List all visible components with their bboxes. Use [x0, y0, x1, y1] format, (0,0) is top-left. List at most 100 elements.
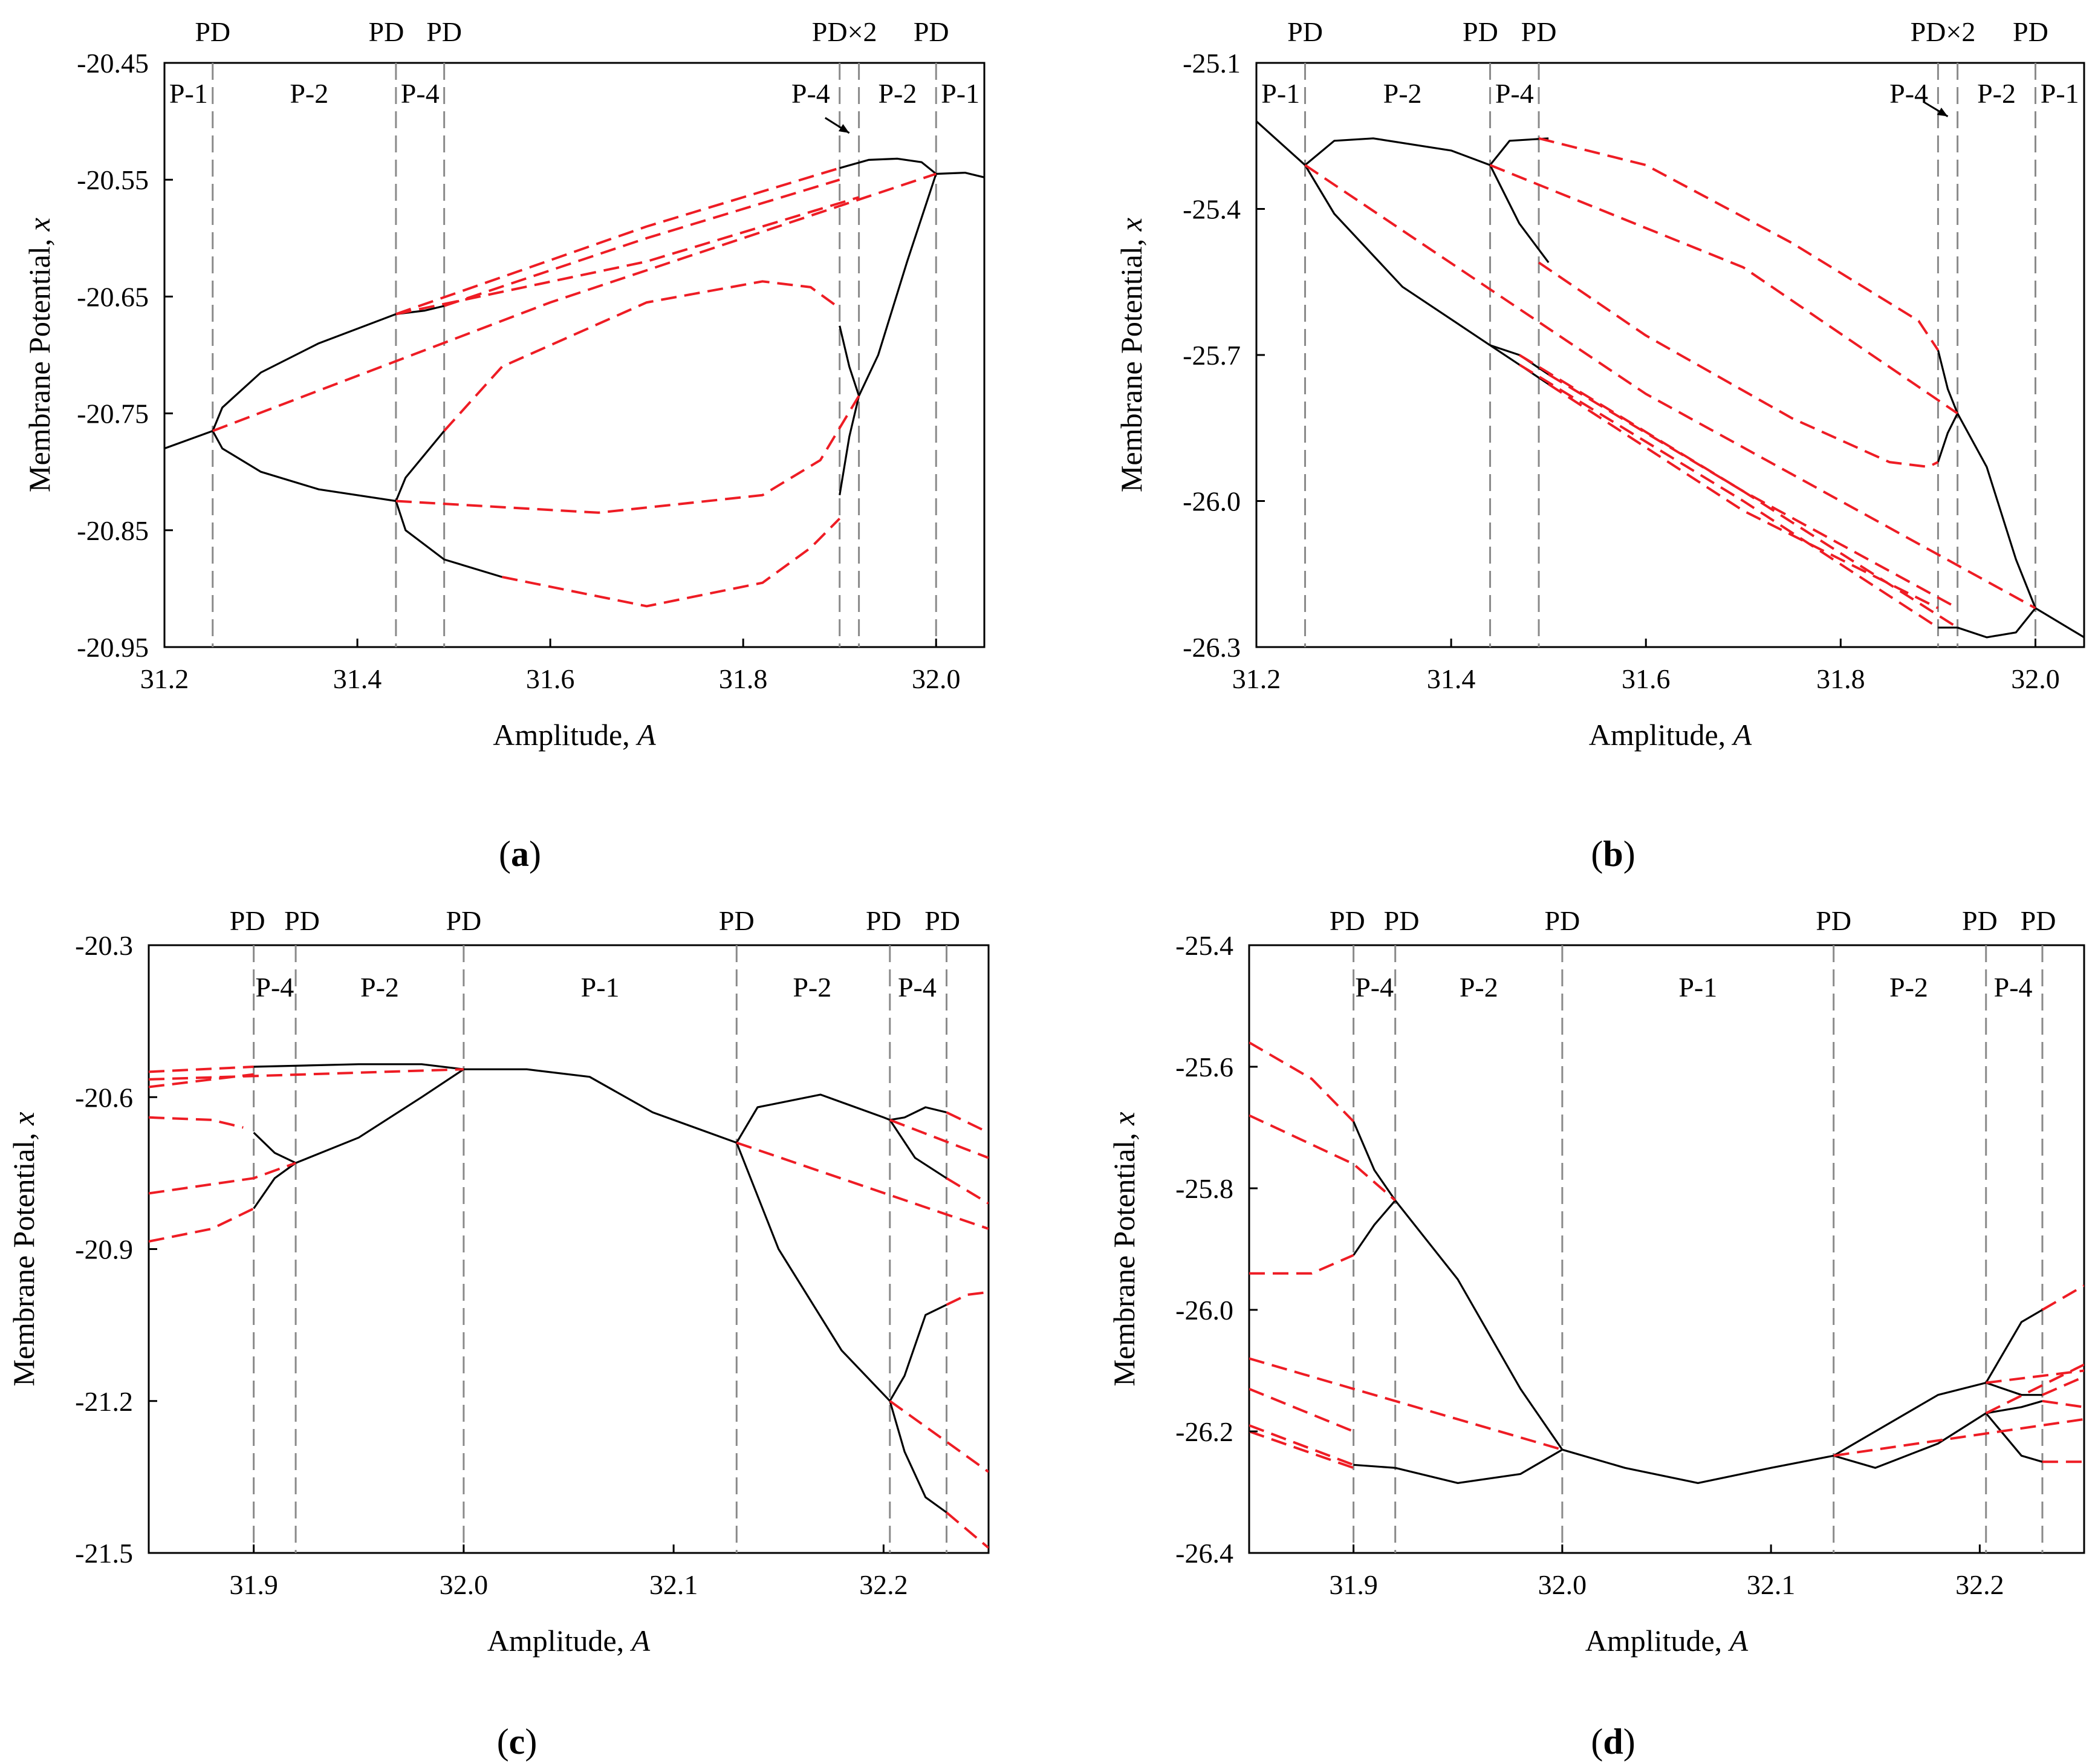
unstable-branch	[1548, 383, 1939, 610]
y-tick-label: -26.2	[1175, 1416, 1233, 1447]
pd-label: PD	[446, 905, 481, 936]
unstable-branch	[212, 172, 937, 432]
pd-label: PD	[230, 905, 265, 936]
y-axis-label: Membrane Potential, x	[22, 218, 56, 492]
unstable-branch	[395, 166, 840, 316]
x-tick-label: 32.0	[2011, 663, 2060, 694]
y-tick-label: -25.6	[1175, 1052, 1233, 1082]
x-tick-label: 32.2	[1955, 1569, 2004, 1600]
stable-branch	[889, 1106, 947, 1121]
unstable-branch	[736, 1141, 989, 1230]
unstable-branch	[1249, 1254, 1354, 1275]
period-label: P-4	[791, 78, 830, 109]
unstable-branch	[443, 280, 840, 432]
stable-branch	[1489, 164, 1550, 264]
unstable-branch	[1304, 164, 2036, 610]
y-tick-label: -26.4	[1175, 1538, 1233, 1569]
plot-frame	[148, 944, 990, 1554]
period-label: P-4	[1994, 972, 2033, 1003]
x-tick-label: 32.2	[859, 1569, 908, 1600]
stable-branch	[889, 1401, 947, 1514]
unstable-branch	[946, 1290, 989, 1306]
x-tick-label: 31.9	[229, 1569, 278, 1600]
y-tick-label: -25.7	[1183, 340, 1241, 371]
period-label: P-2	[878, 78, 917, 109]
pd-label: PD	[1287, 16, 1323, 47]
pd-label: PD	[2021, 905, 2056, 936]
y-tick-label: -20.95	[77, 632, 149, 663]
unstable-branch	[149, 1066, 254, 1073]
y-tick-label: -25.8	[1175, 1173, 1233, 1204]
subplot-label: (b)	[1591, 834, 1635, 874]
period-label: P-4	[898, 972, 937, 1003]
x-tick-label: 32.0	[1538, 1569, 1587, 1600]
stable-branch	[1395, 1448, 1563, 1484]
unstable-branch	[946, 1511, 989, 1549]
stable-branch	[164, 430, 213, 450]
unstable-branch	[1249, 1114, 1397, 1202]
unstable-branch	[1518, 354, 1958, 629]
unstable-branch	[395, 196, 860, 316]
pd-label: PD	[426, 16, 462, 47]
plot-frame	[1255, 62, 2085, 648]
pd-label: PD	[1816, 905, 1851, 936]
stable-branch	[295, 1068, 464, 1164]
stable-branch	[839, 395, 860, 496]
x-tick-label: 32.1	[649, 1569, 698, 1600]
stable-branch	[1937, 412, 1959, 463]
x-tick-label: 32.0	[912, 663, 961, 694]
unstable-branch	[395, 395, 860, 514]
x-tick-label: 31.6	[526, 663, 575, 694]
x-tick-label: 31.8	[1816, 663, 1865, 694]
period-label: P-1	[169, 78, 208, 109]
period-label: P-1	[581, 972, 620, 1003]
period-label: P-4	[1355, 972, 1394, 1003]
stable-branch	[1489, 344, 1550, 376]
stable-branch	[839, 157, 937, 175]
stable-branch	[1986, 1382, 2042, 1396]
stable-branch	[936, 172, 984, 178]
period-label: P-2	[793, 972, 831, 1003]
y-axis-label: Membrane Potential, x	[1114, 218, 1148, 492]
unstable-branch	[1833, 1417, 2084, 1457]
y-tick-label: -20.6	[75, 1082, 133, 1113]
unstable-branch	[1548, 373, 1958, 610]
stable-branch	[1833, 1382, 1987, 1457]
unstable-branch	[1249, 1424, 1354, 1466]
unstable-branch	[946, 1111, 989, 1134]
pd-label: PD	[924, 905, 960, 936]
x-tick-label: 31.4	[1427, 663, 1476, 694]
unstable-branch	[2042, 1375, 2084, 1396]
x-tick-label: 31.8	[719, 663, 768, 694]
y-tick-label: -20.45	[77, 48, 149, 79]
x-tick-label: 32.0	[440, 1569, 489, 1600]
stable-branch	[1985, 1412, 2043, 1463]
pd-label: PD	[1463, 16, 1498, 47]
stable-branch	[1304, 164, 1491, 347]
arrow-head	[838, 124, 849, 133]
y-tick-label: -20.85	[77, 515, 149, 546]
period-label: P-1	[2041, 78, 2079, 109]
y-tick-label: -26.0	[1183, 486, 1241, 517]
unstable-branch	[889, 1400, 989, 1473]
x-axis-label: Amplitude, A	[1589, 718, 1752, 752]
pd-label: PD	[1521, 16, 1557, 47]
period-label: P-1	[1261, 78, 1300, 109]
stable-branch	[253, 1131, 296, 1164]
panel-b: 31.2 31.4 31.6 31.8 32.0 -25.1 -25.4 -25.7 -26.0…	[1114, 16, 2085, 874]
stable-branch	[889, 1119, 947, 1179]
unstable-branch	[1538, 261, 1939, 469]
unstable-branch	[946, 1177, 989, 1205]
stable-branch	[1562, 1448, 1834, 1484]
y-tick-label: -25.4	[1183, 194, 1241, 225]
y-tick-label: -20.75	[77, 399, 149, 429]
unstable-branch	[1249, 1041, 1355, 1122]
pd-label: PD×2	[1911, 16, 1976, 47]
x-tick-label: 31.4	[333, 663, 382, 694]
stable-branch	[1256, 120, 1306, 166]
plot-frame	[163, 62, 986, 648]
pd-label: PD	[866, 905, 901, 936]
y-tick-label: -20.3	[75, 930, 133, 961]
period-label: P-2	[1889, 972, 1928, 1003]
unstable-branch	[1249, 1357, 1563, 1451]
